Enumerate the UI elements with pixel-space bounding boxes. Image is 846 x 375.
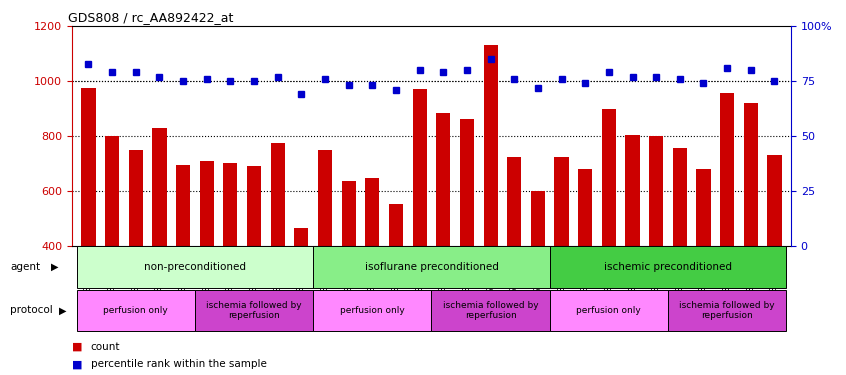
Bar — [767, 155, 782, 246]
Bar — [318, 150, 332, 246]
Bar — [313, 246, 550, 288]
Bar — [460, 120, 474, 246]
Text: count: count — [91, 342, 120, 352]
Bar — [530, 191, 545, 246]
Bar — [271, 143, 285, 246]
Bar — [602, 108, 616, 246]
Text: perfusion only: perfusion only — [340, 306, 404, 315]
Bar — [437, 112, 450, 246]
Text: ▶: ▶ — [59, 305, 67, 315]
Bar — [720, 93, 734, 246]
Bar — [152, 128, 167, 246]
Bar — [431, 290, 550, 331]
Bar — [247, 166, 261, 246]
Bar — [550, 246, 786, 288]
Bar — [77, 246, 313, 288]
Bar — [176, 165, 190, 246]
Text: ischemia followed by
reperfusion: ischemia followed by reperfusion — [206, 301, 302, 320]
Bar — [105, 136, 119, 246]
Text: ischemia followed by
reperfusion: ischemia followed by reperfusion — [442, 301, 538, 320]
Text: non-preconditioned: non-preconditioned — [144, 262, 246, 272]
Bar — [77, 290, 195, 331]
Bar — [668, 290, 786, 331]
Bar — [129, 150, 143, 246]
Bar — [200, 160, 214, 246]
Bar — [550, 290, 668, 331]
Bar — [389, 204, 403, 246]
Text: protocol: protocol — [10, 305, 53, 315]
Bar — [744, 103, 758, 246]
Bar — [554, 156, 569, 246]
Bar — [365, 178, 379, 246]
Bar — [649, 136, 663, 246]
Text: perfusion only: perfusion only — [103, 306, 168, 315]
Bar — [81, 88, 96, 246]
Text: ■: ■ — [72, 342, 82, 352]
Bar — [413, 89, 426, 246]
Bar — [507, 156, 521, 246]
Bar — [223, 164, 238, 246]
Text: ▶: ▶ — [51, 262, 58, 272]
Bar — [578, 169, 592, 246]
Text: perfusion only: perfusion only — [576, 306, 641, 315]
Bar — [195, 290, 313, 331]
Text: ischemic preconditioned: ischemic preconditioned — [604, 262, 732, 272]
Bar — [696, 169, 711, 246]
Text: GDS808 / rc_AA892422_at: GDS808 / rc_AA892422_at — [69, 11, 233, 24]
Bar — [342, 181, 356, 246]
Text: agent: agent — [10, 262, 41, 272]
Text: ■: ■ — [72, 359, 82, 369]
Bar — [313, 290, 431, 331]
Text: ischemia followed by
reperfusion: ischemia followed by reperfusion — [679, 301, 775, 320]
Text: isoflurane preconditioned: isoflurane preconditioned — [365, 262, 498, 272]
Bar — [294, 228, 309, 246]
Bar — [484, 45, 497, 246]
Bar — [625, 135, 640, 246]
Bar — [673, 148, 687, 246]
Text: percentile rank within the sample: percentile rank within the sample — [91, 359, 266, 369]
